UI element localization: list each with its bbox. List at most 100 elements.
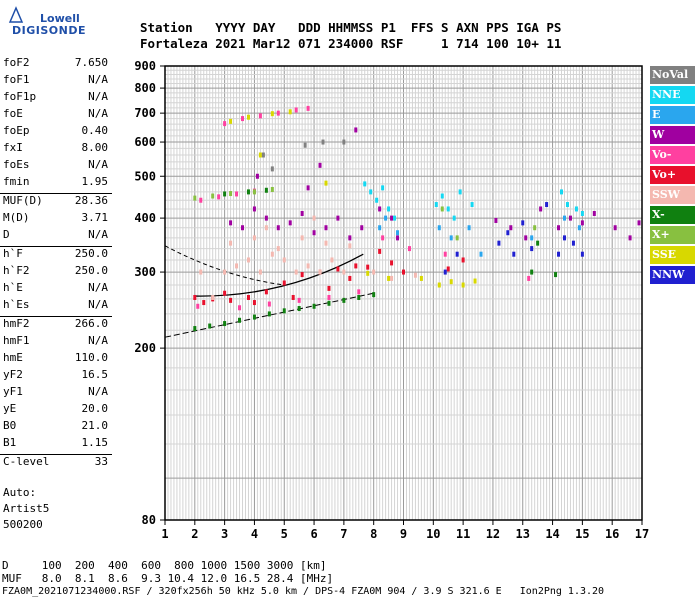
echo-point-w xyxy=(300,210,304,216)
echo-point-x- xyxy=(440,206,444,212)
param-value: 33 xyxy=(94,455,108,468)
legend-item: W xyxy=(650,126,695,144)
echo-point-x- xyxy=(223,321,227,327)
param-value: N/A xyxy=(88,385,108,398)
param-row: B0 21.0 xyxy=(0,419,112,436)
echo-point-nne xyxy=(560,189,564,195)
param-value: N/A xyxy=(88,298,108,311)
param-group-divider xyxy=(0,454,112,455)
echo-point-sse xyxy=(473,278,477,284)
echo-point-ssw xyxy=(199,269,203,275)
echo-point-nnw xyxy=(557,251,561,257)
echo-point-w xyxy=(390,215,394,221)
x-tick-label: 9 xyxy=(400,527,407,541)
echo-point-nne xyxy=(580,210,584,216)
legend-item: X- xyxy=(650,206,695,224)
echo-point-sse xyxy=(461,282,465,288)
echo-point-w xyxy=(509,225,513,231)
echo-point-w xyxy=(354,127,358,133)
echo-point-ssw xyxy=(324,240,328,246)
param-label: h`Es xyxy=(3,298,30,311)
echo-point-nne xyxy=(446,206,450,212)
echo-point-nnw xyxy=(571,240,575,246)
echo-point-e xyxy=(384,215,388,221)
param-value: N/A xyxy=(88,90,108,103)
echo-point-ssw xyxy=(246,257,250,263)
legend-item: NNE xyxy=(650,86,695,104)
echo-point-ssw xyxy=(235,263,239,269)
param-label: foE xyxy=(3,107,23,120)
echo-point-w xyxy=(568,215,572,221)
echo-point-w xyxy=(255,173,259,179)
param-row: yF1 N/A xyxy=(0,385,112,402)
param-label: foEs xyxy=(3,158,30,171)
echo-point-vo- xyxy=(246,294,250,300)
echo-point-ssw xyxy=(294,269,298,275)
param-row: B1 1.15 xyxy=(0,436,112,453)
echo-point-ssw xyxy=(300,235,304,241)
echo-point-w xyxy=(324,225,328,231)
x-tick-label: 12 xyxy=(486,527,500,541)
y-tick-label: 700 xyxy=(134,106,156,120)
echo-point-nne xyxy=(458,189,462,195)
echo-point-vo- xyxy=(357,289,361,295)
echo-point-e xyxy=(467,225,471,231)
param-value: N/A xyxy=(88,73,108,86)
echo-point-w xyxy=(360,225,364,231)
echo-point-x- xyxy=(223,191,227,197)
echo-point-sse xyxy=(366,270,370,276)
echo-point-e xyxy=(562,215,566,221)
echo-point-vo- xyxy=(291,294,295,300)
echo-point-vo- xyxy=(443,251,447,257)
echo-point-nnw xyxy=(562,235,566,241)
param-label: M(D) xyxy=(3,211,30,224)
echo-point-vo- xyxy=(461,257,465,263)
param-value: 8.00 xyxy=(81,141,109,154)
echo-point-vo- xyxy=(378,248,382,254)
echo-point-noval xyxy=(303,142,307,148)
echo-point-x- xyxy=(297,306,301,312)
echo-point-vo- xyxy=(241,116,245,122)
echo-point-w xyxy=(580,220,584,226)
echo-point-sse xyxy=(229,118,233,124)
echo-point-nnw xyxy=(497,240,501,246)
lowell-logo xyxy=(8,6,66,42)
param-row: h`Es N/A xyxy=(0,298,112,315)
param-group-divider xyxy=(0,246,112,247)
x-tick-label: 16 xyxy=(605,527,619,541)
param-label: h`F2 xyxy=(3,264,30,277)
param-label: D xyxy=(3,228,10,241)
x-tick-label: 5 xyxy=(281,527,288,541)
param-row: h`F 250.0 xyxy=(0,247,112,264)
param-value: 7.650 xyxy=(74,56,108,69)
param-row: MUF(D) 28.36 xyxy=(0,194,112,211)
param-row: yF2 16.5 xyxy=(0,368,112,385)
param-row: hmF2 266.0 xyxy=(0,317,112,334)
param-row: foF1p N/A xyxy=(0,90,112,107)
echo-point-sse xyxy=(258,152,262,158)
echo-point-vo- xyxy=(407,246,411,252)
echo-point-ssw xyxy=(276,246,280,252)
legend-item: X+ xyxy=(650,226,695,244)
echo-point-vo- xyxy=(294,107,298,113)
echo-point-w xyxy=(628,235,632,241)
param-row: fmin 1.95 xyxy=(0,175,112,192)
echo-point-x- xyxy=(267,311,271,317)
echo-point-vo- xyxy=(348,275,352,281)
x-tick-label: 4 xyxy=(251,527,258,541)
param-value: 3.71 xyxy=(81,211,109,224)
echo-point-vo- xyxy=(217,194,221,200)
x-tick-label: 6 xyxy=(310,527,317,541)
autoscale-label: Auto: xyxy=(3,486,37,499)
echo-point-ssw xyxy=(223,269,227,275)
scaled-parameters-panel: foF2 7.650 foF1 N/A foF1p N/A foE N/A foEp 0.40 fx… xyxy=(0,56,112,472)
param-row: hmE 110.0 xyxy=(0,351,112,368)
echo-point-x- xyxy=(264,187,268,193)
x-tick-label: 15 xyxy=(575,527,589,541)
echo-point-x- xyxy=(372,292,376,298)
legend-item: SSW xyxy=(650,186,695,204)
echo-point-nnw xyxy=(506,230,510,236)
param-label: MUF(D) xyxy=(3,194,43,207)
param-row: h`E N/A xyxy=(0,281,112,298)
echo-point-nne xyxy=(381,185,385,191)
